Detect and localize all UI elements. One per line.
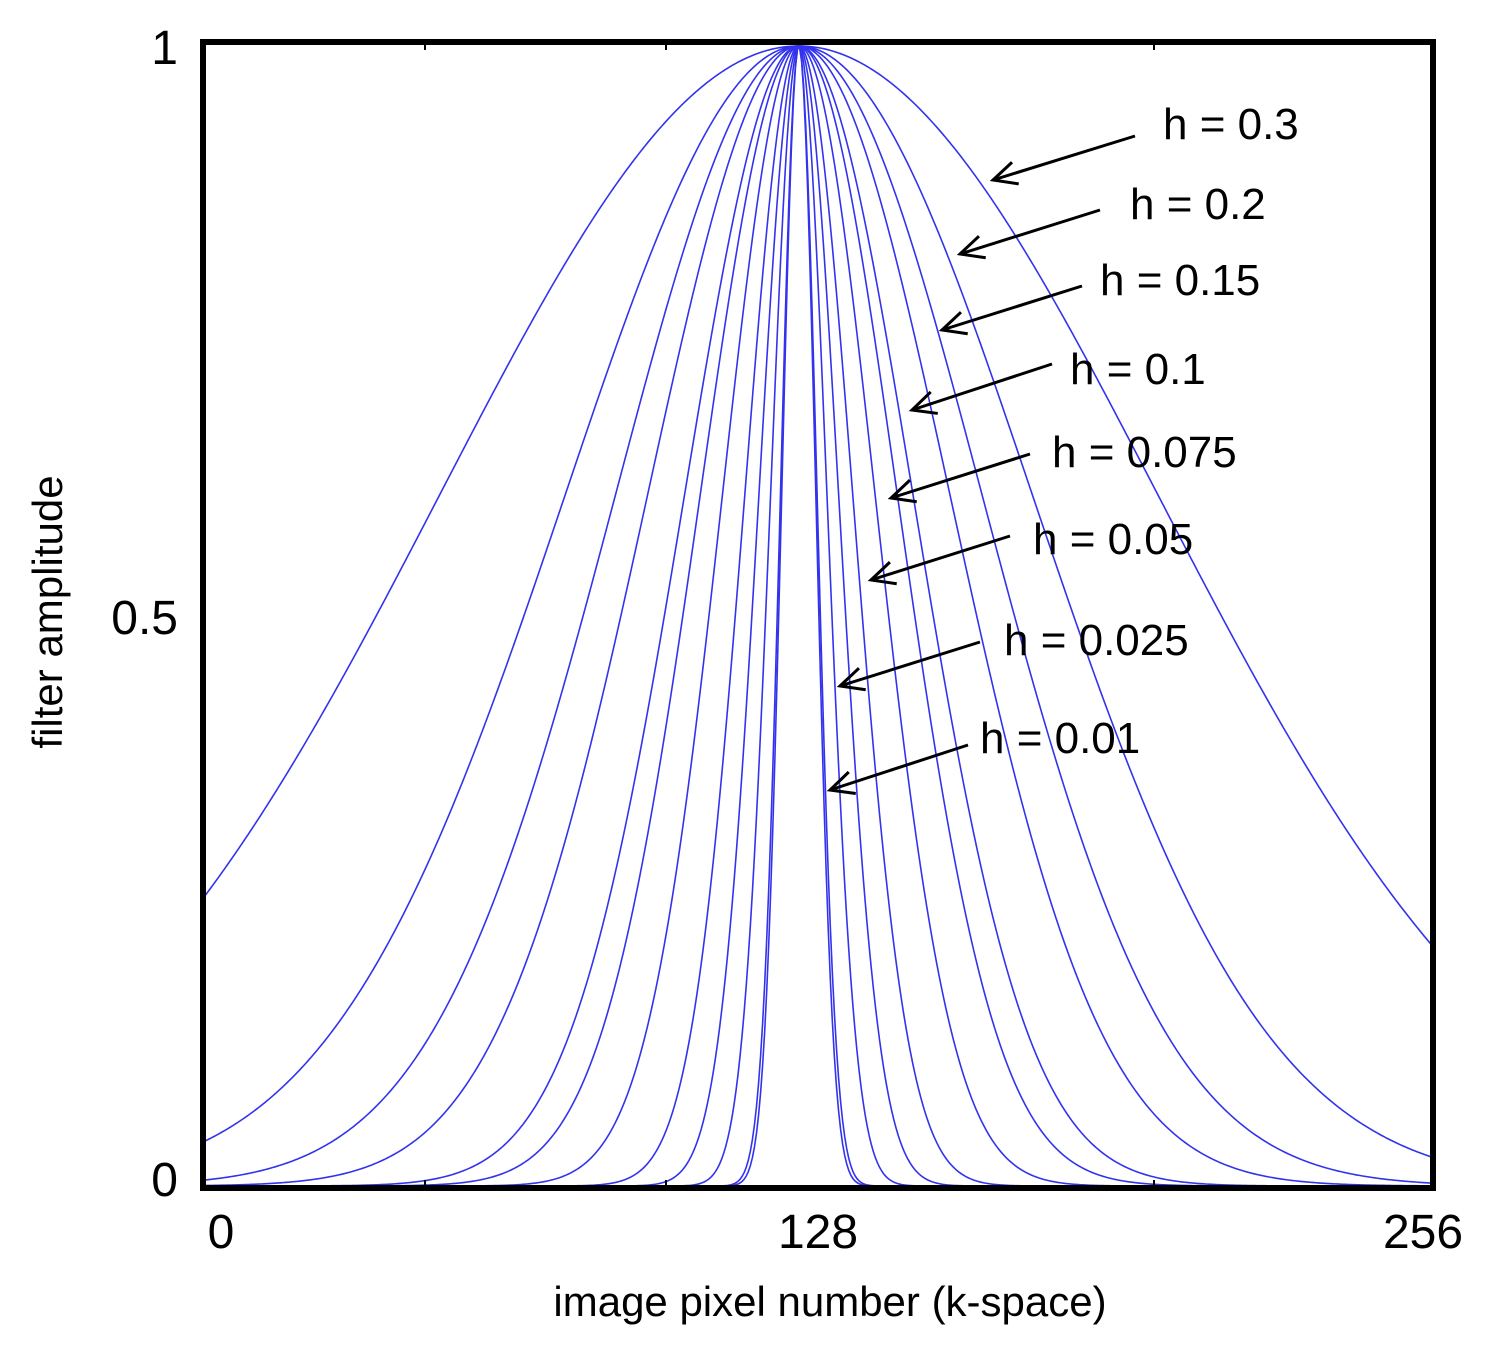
y-tick-label: 0 bbox=[151, 1154, 178, 1207]
annotation-label: h = 0.05 bbox=[1033, 515, 1193, 564]
x-axis-label: image pixel number (k-space) bbox=[553, 1278, 1106, 1325]
annotation-arrow-line bbox=[959, 208, 1101, 256]
axis-ticks: 0 128 256 0 0.5 1 bbox=[111, 22, 1463, 1259]
y-tick-label: 0.5 bbox=[111, 592, 178, 645]
annotation-arrow-head bbox=[938, 311, 968, 336]
annotation-label: h = 0.01 bbox=[980, 714, 1140, 763]
annotation-arrow-line bbox=[839, 640, 981, 688]
y-tick-label: 1 bbox=[151, 22, 178, 75]
x-tick-label: 256 bbox=[1383, 1206, 1463, 1259]
annotation-arrow-head bbox=[989, 161, 1019, 186]
annotations: h = 0.3 h = 0.2 h = 0.15 h = 0.1 h = 0.075 h … bbox=[826, 100, 1299, 795]
annotation-arrow-line bbox=[890, 452, 1031, 500]
x-tick-label: 0 bbox=[208, 1206, 235, 1259]
series-curve-2 bbox=[202, 45, 1434, 1159]
annotation-label: h = 0.15 bbox=[1100, 256, 1260, 305]
annotation-arrow-head bbox=[836, 667, 866, 692]
annotation-arrow-line bbox=[941, 284, 1083, 332]
annotation-arrow-head bbox=[887, 479, 917, 504]
x-tick-label: 128 bbox=[778, 1206, 858, 1259]
annotation-arrow-head bbox=[908, 390, 938, 415]
annotation-arrow-line bbox=[870, 534, 1011, 582]
annotation-label: h = 0.025 bbox=[1004, 616, 1189, 665]
annotation-arrow-head bbox=[867, 561, 897, 586]
annotation-label: h = 0.075 bbox=[1052, 428, 1237, 477]
series-curve-4 bbox=[202, 45, 1434, 1187]
annotation-arrow-head bbox=[826, 770, 856, 795]
y-axis-label: filter amplitude bbox=[24, 475, 71, 748]
series-curve-1 bbox=[202, 45, 1434, 948]
plot-frame bbox=[200, 39, 1436, 1191]
annotation-arrow-head bbox=[956, 235, 986, 260]
annotation-label: h = 0.1 bbox=[1070, 345, 1206, 394]
annotation-label: h = 0.3 bbox=[1163, 100, 1299, 149]
annotation-arrow-line bbox=[829, 743, 969, 792]
series-curve-3 bbox=[202, 45, 1434, 1184]
annotation-arrow-line bbox=[911, 362, 1053, 412]
annotation-arrow-line bbox=[992, 134, 1136, 182]
annotation-label: h = 0.2 bbox=[1130, 180, 1266, 229]
